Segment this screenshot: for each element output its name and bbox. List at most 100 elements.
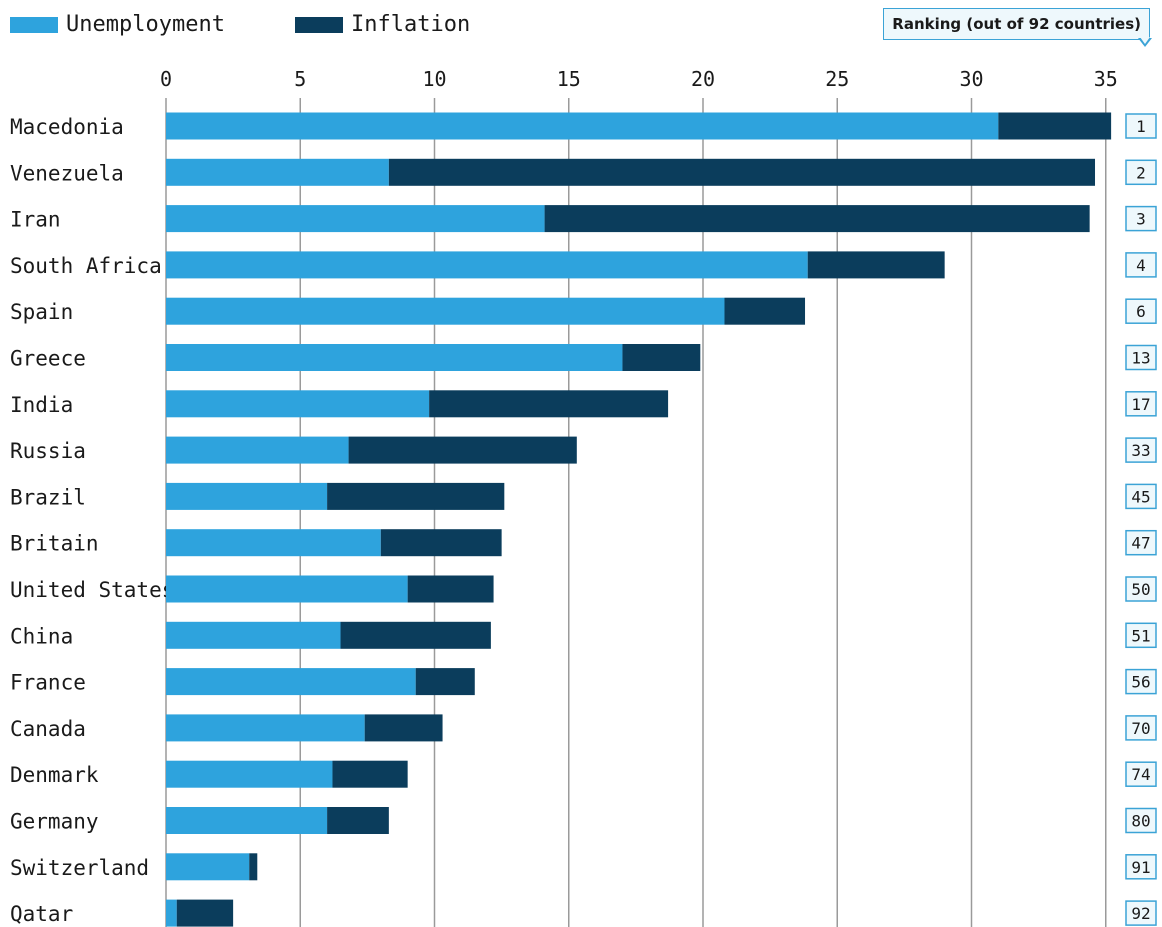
category-label: India [10, 393, 73, 417]
bar-inflation [388, 158, 1096, 186]
ranking-value: 51 [1131, 626, 1150, 645]
bar-inflation [327, 482, 505, 510]
category-label: South Africa [10, 254, 162, 278]
bar-unemployment [166, 436, 349, 464]
ranking-value: 74 [1131, 765, 1150, 784]
ranking-box [1125, 529, 1157, 556]
ranking-box [1125, 854, 1157, 880]
ranking-box [1125, 900, 1157, 926]
bar-unemployment [166, 621, 341, 649]
x-tick-label: 0 [160, 67, 172, 91]
ranking-value: 33 [1131, 441, 1150, 460]
bar-inflation [380, 529, 502, 557]
ranking-value: 56 [1131, 673, 1150, 692]
x-tick-label: 5 [294, 67, 306, 91]
bar-unemployment [166, 390, 430, 418]
unemployment-swatch [10, 16, 58, 33]
category-label: Denmark [10, 763, 99, 787]
x-tick-label: 30 [959, 67, 983, 91]
bar-unemployment [166, 344, 623, 371]
category-label: France [10, 671, 86, 695]
ranking-box [1125, 344, 1157, 371]
ranking-box [1125, 668, 1157, 695]
bar-inflation [998, 112, 1112, 140]
ranking-value: 91 [1131, 858, 1150, 877]
bar-inflation [176, 899, 234, 927]
ranking-value: 13 [1131, 349, 1150, 368]
bar-inflation [429, 390, 669, 418]
bar-unemployment [166, 529, 381, 557]
legend-inflation-label: Inflation [351, 12, 471, 37]
ranking-box [1125, 761, 1157, 787]
bar-inflation [332, 760, 408, 788]
bar-inflation [327, 807, 389, 834]
ranking-box [1125, 298, 1157, 324]
ranking-value: 3 [1136, 210, 1146, 229]
ranking-value: 45 [1131, 487, 1150, 506]
bar-unemployment [166, 251, 808, 279]
legend-unemployment-label: Unemployment [66, 12, 225, 37]
legend-inflation: Inflation [295, 12, 470, 37]
bar-unemployment [166, 899, 177, 927]
ranking-box [1125, 715, 1157, 741]
ranking-box [1125, 391, 1157, 417]
legend-unemployment: Unemployment [10, 12, 225, 37]
x-tick-label: 25 [825, 67, 849, 91]
bar-inflation [348, 436, 577, 464]
bar-inflation [340, 621, 491, 649]
ranking-box [1125, 159, 1157, 186]
bar-unemployment [166, 158, 389, 186]
x-tick-label: 20 [691, 67, 715, 91]
bar-unemployment [166, 760, 333, 788]
category-label: United States [10, 578, 174, 602]
ranking-value: 2 [1136, 163, 1146, 182]
category-label: Germany [10, 810, 99, 834]
ranking-box [1125, 622, 1157, 649]
bar-inflation [249, 853, 258, 881]
category-label: Spain [10, 300, 73, 324]
category-label: Switzerland [10, 856, 149, 880]
category-label: Venezuela [10, 161, 124, 185]
ranking-value: 80 [1131, 812, 1150, 831]
bar-unemployment [166, 205, 545, 233]
category-label: Qatar [10, 902, 73, 926]
ranking-box [1125, 437, 1157, 463]
ranking-value: 47 [1131, 534, 1150, 553]
ranking-value: 50 [1131, 580, 1150, 599]
ranking-box [1125, 483, 1157, 510]
bar-inflation [622, 344, 701, 371]
category-label: Russia [10, 439, 86, 463]
category-label: Macedonia [10, 115, 124, 139]
inflation-swatch [295, 16, 343, 33]
bar-unemployment [166, 853, 250, 881]
bar-unemployment [166, 112, 999, 140]
x-tick-label: 15 [557, 67, 581, 91]
ranking-value: 92 [1131, 904, 1150, 923]
category-label: Canada [10, 717, 86, 741]
bar-unemployment [166, 807, 328, 834]
bar-unemployment [166, 714, 365, 742]
ranking-header: Ranking (out of 92 countries) [883, 8, 1150, 40]
ranking-box [1125, 205, 1157, 232]
ranking-box [1125, 252, 1157, 278]
x-tick-label: 10 [422, 67, 446, 91]
bar-unemployment [166, 482, 328, 510]
bar-inflation [415, 668, 475, 696]
bar-unemployment [166, 575, 408, 603]
category-label: China [10, 624, 73, 648]
ranking-header-label: Ranking (out of 92 countries) [892, 15, 1141, 33]
ranking-pointer-fill [1140, 37, 1150, 44]
category-label: Iran [10, 208, 61, 232]
ranking-value: 6 [1136, 302, 1146, 321]
ranking-value: 1 [1136, 117, 1146, 136]
bar-unemployment [166, 297, 725, 325]
bar-inflation [364, 714, 443, 742]
category-label: Greece [10, 347, 86, 371]
ranking-value: 70 [1131, 719, 1150, 738]
ranking-value: 4 [1136, 256, 1146, 275]
bar-inflation [407, 575, 494, 603]
x-tick-label: 35 [1094, 67, 1118, 91]
ranking-value: 17 [1131, 395, 1150, 414]
bar-unemployment [166, 668, 416, 696]
